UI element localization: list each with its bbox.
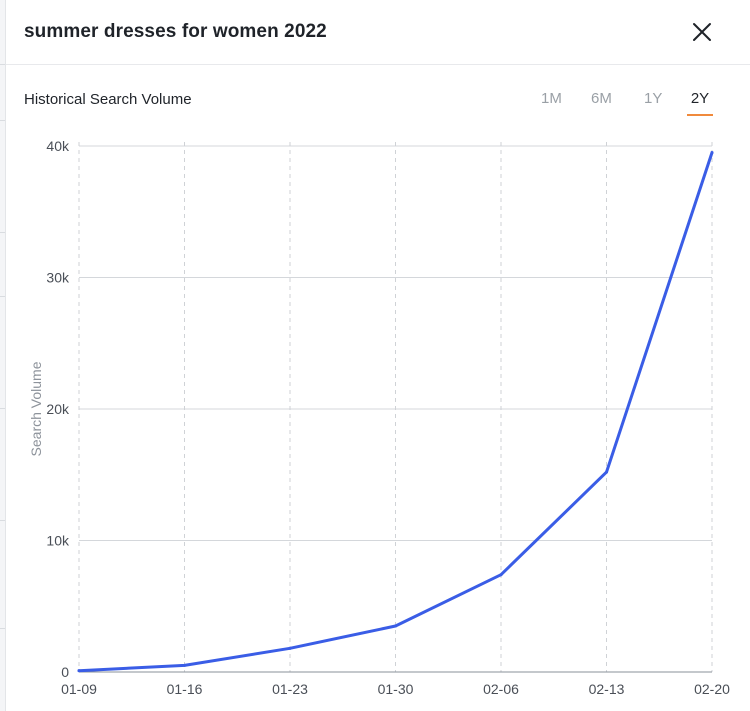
chart-section-title: Historical Search Volume: [24, 91, 192, 108]
time-range-tabs: 1M 6M 1Y 2Y: [6, 90, 750, 120]
tab-6m[interactable]: 6M: [591, 90, 612, 107]
data-point: [499, 573, 503, 577]
x-tick-label: 01-30: [378, 681, 414, 697]
x-tick-label: 02-06: [483, 681, 519, 697]
x-tick-label: 01-16: [167, 681, 203, 697]
data-point: [605, 470, 608, 474]
y-tick-label: 10k: [46, 533, 70, 549]
data-point: [288, 646, 292, 650]
edge-divider: [0, 232, 5, 233]
y-tick-label: 20k: [46, 401, 70, 417]
edge-divider: [0, 296, 5, 297]
tab-2y[interactable]: 2Y: [687, 90, 713, 116]
tab-1y[interactable]: 1Y: [644, 90, 663, 107]
x-tick-label: 02-13: [589, 681, 625, 697]
y-tick-label: 0: [61, 664, 69, 680]
x-tick-label: 01-09: [61, 681, 97, 697]
close-icon: [693, 23, 711, 41]
edge-divider: [0, 64, 5, 65]
edge-divider: [0, 520, 5, 521]
panel-title: summer dresses for women 2022: [24, 21, 327, 42]
chart-canvas: 0 10k 20k 30k 40k 01-09 01-16 01-23 01-30 02-06 02…: [28, 138, 730, 697]
y-tick-label: 30k: [46, 270, 70, 286]
panel-header: summer dresses for women 2022: [6, 0, 750, 65]
background-page-edge: [0, 0, 6, 711]
data-point: [77, 669, 81, 673]
search-volume-chart: 0 10k 20k 30k 40k 01-09 01-16 01-23 01-30 02-06 02…: [6, 130, 750, 711]
edge-divider: [0, 408, 5, 409]
x-tick-label: 01-23: [272, 681, 308, 697]
data-point: [394, 624, 397, 628]
data-point: [710, 151, 714, 155]
data-point: [183, 663, 186, 667]
tab-1m[interactable]: 1M: [541, 90, 562, 107]
x-tick-label: 02-20: [694, 681, 730, 697]
keyword-detail-panel: summer dresses for women 2022 Historical…: [6, 0, 750, 711]
y-tick-label: 40k: [46, 138, 70, 154]
close-button[interactable]: [688, 18, 716, 46]
edge-divider: [0, 120, 5, 121]
y-axis-title: Search Volume: [28, 361, 44, 456]
edge-divider: [0, 628, 5, 629]
